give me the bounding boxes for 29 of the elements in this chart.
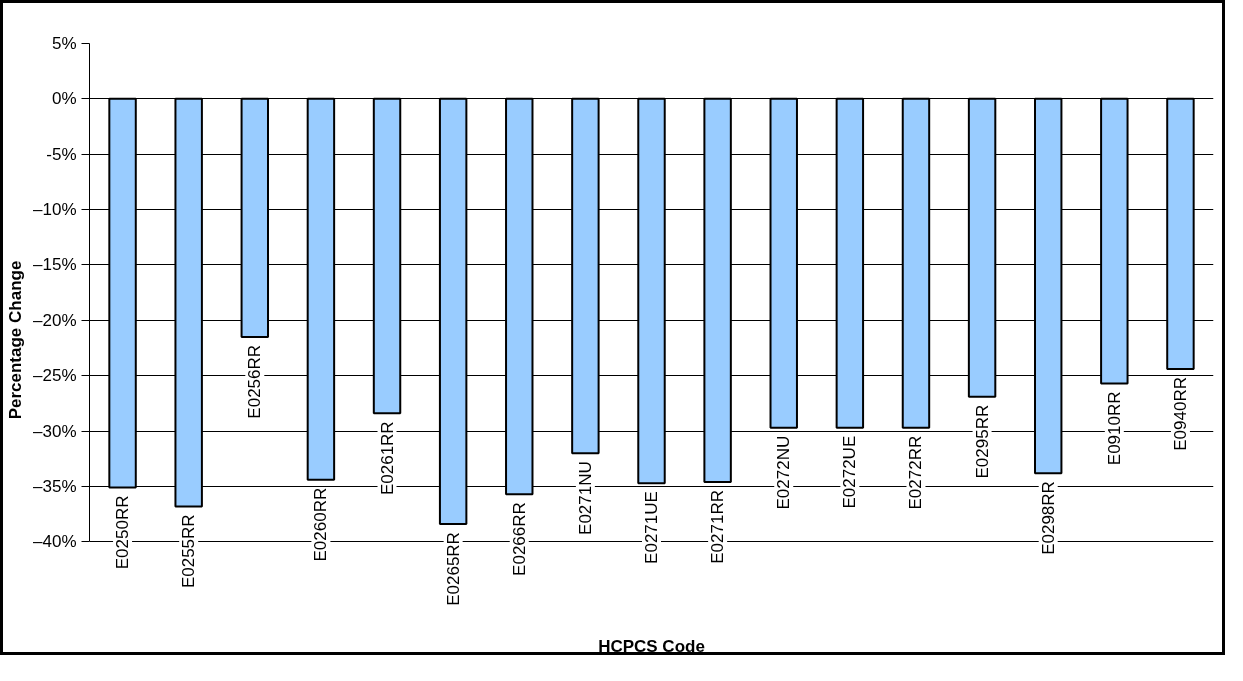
y-tick-label: –15% <box>33 255 77 275</box>
y-tick-label: –30% <box>33 421 77 441</box>
y-axis-title: Percentage Change <box>6 260 26 420</box>
y-tick-label: -5% <box>46 144 77 164</box>
x-tick-label: E0271NU <box>575 461 595 535</box>
x-tick-label: E0271UE <box>642 491 661 564</box>
x-tick-label: E0266RR <box>509 502 529 576</box>
x-tick-label: E0298RR <box>1038 481 1058 555</box>
y-tick-label: 0% <box>51 89 77 109</box>
x-tick-label: E0250RR <box>113 495 133 570</box>
x-tick-label: E0272UE <box>840 435 860 509</box>
x-tick-label: E0910RR <box>1104 391 1124 466</box>
y-tick-label: –25% <box>33 366 77 386</box>
x-axis-title: HCPCS Code <box>598 636 705 656</box>
x-tick-label: E0940RR <box>1170 377 1190 451</box>
y-tick-label: –20% <box>33 310 77 330</box>
x-tick-label: E0272RR <box>906 435 926 510</box>
y-tick-label: –40% <box>33 532 77 552</box>
y-tick-label: 5% <box>51 34 77 53</box>
y-tick-label: –10% <box>33 200 77 220</box>
x-tick-label: E0260RR <box>311 487 331 562</box>
x-tick-label: E0271RR <box>708 490 728 564</box>
x-tick-label: E0295RR <box>972 404 992 479</box>
x-tick-label: E0265RR <box>443 532 463 606</box>
y-tick-label: –35% <box>33 476 77 496</box>
x-tick-label: E0272NU <box>774 435 794 510</box>
x-tick-label: E0261RR <box>377 421 397 496</box>
x-tick-label: E0255RR <box>179 514 199 589</box>
x-tick-label: E0256RR <box>245 344 265 419</box>
